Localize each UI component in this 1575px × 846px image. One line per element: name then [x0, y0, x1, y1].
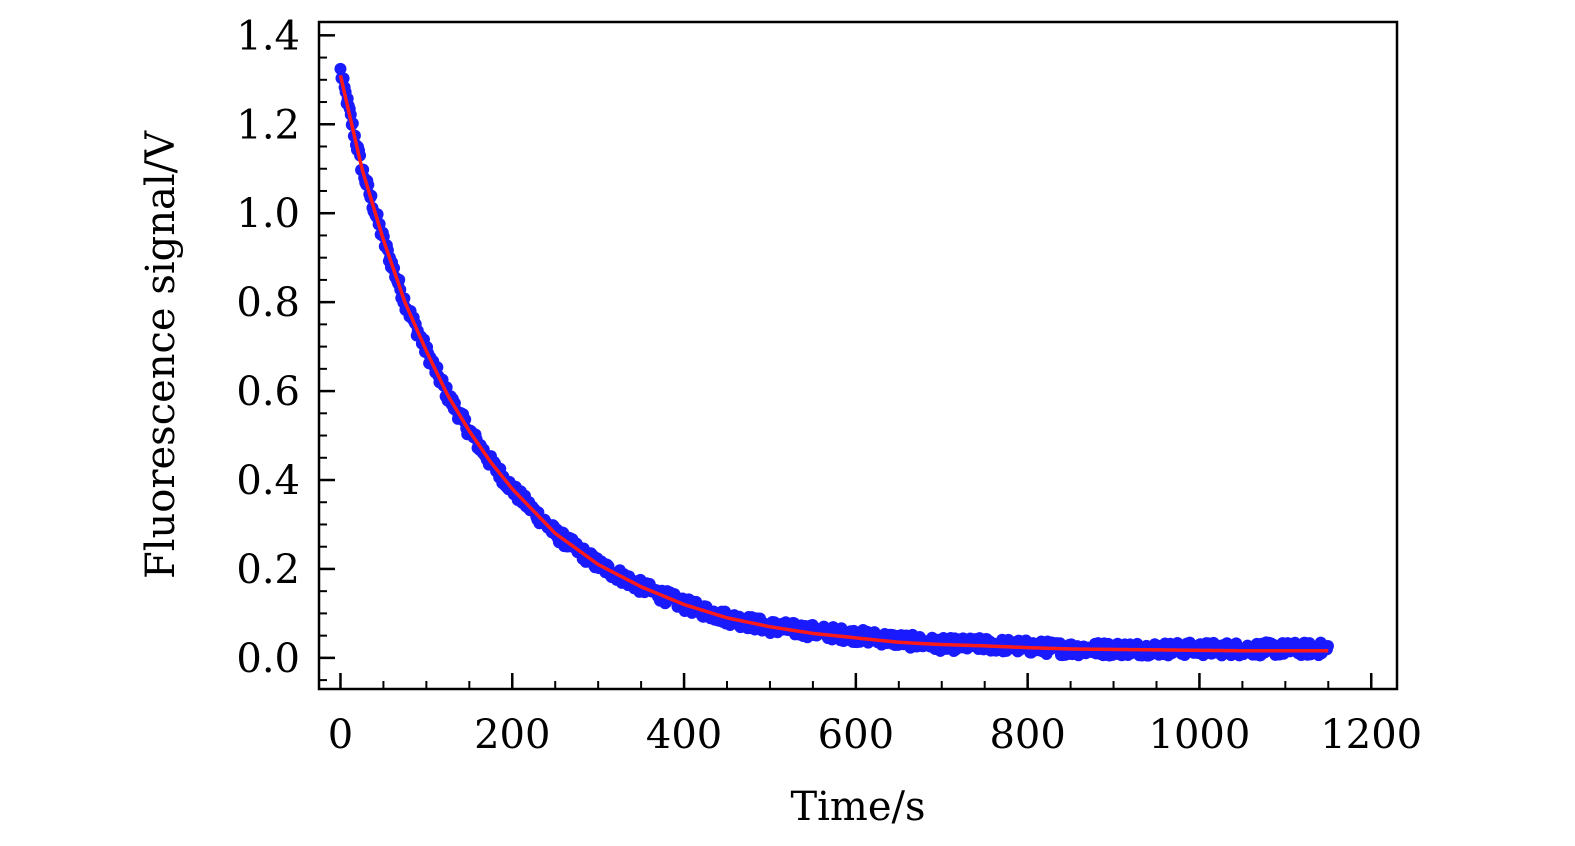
plot-frame: [317, 20, 1399, 691]
y-tick-label: 1.4: [236, 13, 300, 59]
x-tick-label: 0: [328, 712, 353, 758]
x-tick-label: 1000: [1149, 712, 1251, 758]
y-tick-label: 0.8: [236, 280, 300, 326]
y-tick-label: 0.4: [236, 458, 300, 504]
x-tick-labels: 0 200 400 600 800 1000 1200: [328, 712, 1422, 758]
scatter-point: [1321, 639, 1334, 652]
x-tick-label: 400: [646, 712, 722, 758]
y-tick-label: 0.2: [236, 547, 300, 593]
minor-ticks: [319, 34, 1373, 689]
x-tick-label: 600: [818, 712, 894, 758]
scatter-point: [334, 62, 347, 75]
x-axis-title: Time/s: [790, 784, 925, 830]
y-axis-title: Fluorescence signal/V: [138, 130, 184, 579]
x-tick-label: 1200: [1320, 712, 1422, 758]
y-tick-label: 1.0: [236, 191, 300, 237]
fit-series: [338, 74, 1329, 653]
y-tick-labels: 0.0 0.2 0.4 0.6 0.8 1.0 1.2 1.4: [236, 13, 300, 682]
y-tick-label: 0.6: [236, 369, 300, 415]
fit-line: [338, 74, 1329, 653]
scatter-series: [334, 62, 1334, 662]
x-tick-label: 200: [474, 712, 550, 758]
y-tick-label: 1.2: [236, 102, 300, 148]
major-ticks: [319, 34, 1373, 689]
x-tick-label: 800: [989, 712, 1065, 758]
y-tick-label: 0.0: [236, 636, 300, 682]
